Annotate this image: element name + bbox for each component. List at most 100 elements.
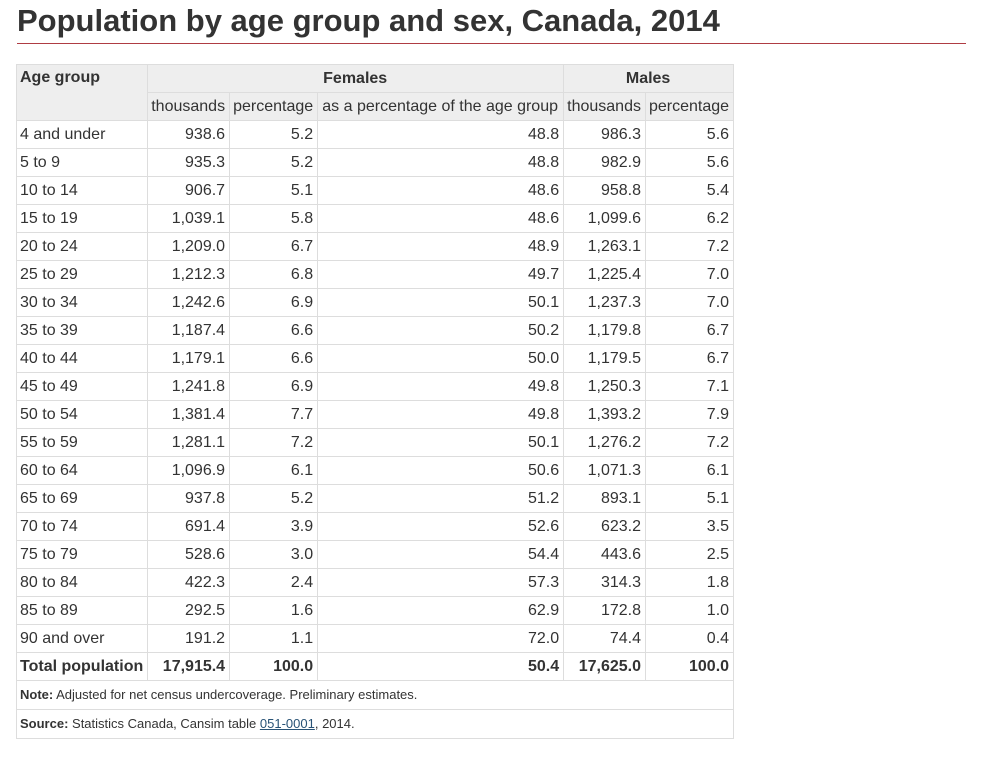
females-thousands-cell: 191.2 <box>147 624 231 653</box>
females-percentage-cell: 6.9 <box>229 372 319 401</box>
females-age-group-percentage-cell: 52.6 <box>317 512 565 541</box>
females-percentage-cell: 6.6 <box>229 316 319 345</box>
females-percentage-cell: 5.2 <box>229 484 319 513</box>
table-row: 80 to 84 422.3 2.4 57.3 314.3 1.8 <box>15 568 735 597</box>
males-percentage-cell: 6.7 <box>644 316 735 345</box>
note-row: Note: Adjusted for net census undercover… <box>15 680 735 710</box>
males-thousands-cell: 1,237.3 <box>563 288 646 317</box>
table-row: 70 to 74 691.4 3.9 52.6 623.2 3.5 <box>15 512 735 541</box>
females-age-group-percentage-cell: 54.4 <box>317 540 565 569</box>
females-age-group-percentage-cell: 72.0 <box>317 624 565 653</box>
population-table: Age group Females Males thousands percen… <box>15 64 735 739</box>
cansim-table-link[interactable]: 051-0001 <box>259 716 315 731</box>
table-row: 30 to 34 1,242.6 6.9 50.1 1,237.3 7.0 <box>15 288 735 317</box>
females-age-group-percentage-cell: 50.1 <box>317 428 565 457</box>
females-thousands-cell: 292.5 <box>147 596 231 625</box>
males-percentage-cell: 5.6 <box>644 120 735 149</box>
males-percentage-cell: 7.1 <box>644 372 735 401</box>
age-group-cell: 10 to 14 <box>15 176 149 205</box>
title-divider <box>17 43 966 44</box>
males-percentage-cell: 0.4 <box>644 624 735 653</box>
males-percentage-cell: 3.5 <box>644 512 735 541</box>
age-group-cell: 75 to 79 <box>15 540 149 569</box>
males-percentage-cell: 1.0 <box>644 596 735 625</box>
age-group-cell: 15 to 19 <box>15 204 149 233</box>
males-thousands-cell: 1,099.6 <box>563 204 646 233</box>
females-age-group-percentage-cell: 48.8 <box>317 120 565 149</box>
table-row: 75 to 79 528.6 3.0 54.4 443.6 2.5 <box>15 540 735 569</box>
table-body: 4 and under 938.6 5.2 48.8 986.3 5.6 5 to 9 935… <box>15 120 735 653</box>
females-age-group-percentage-cell: 49.8 <box>317 372 565 401</box>
page-title: Population by age group and sex, Canada,… <box>17 3 720 38</box>
table-row: 65 to 69 937.8 5.2 51.2 893.1 5.1 <box>15 484 735 513</box>
females-age-group-percentage-cell: 48.8 <box>317 148 565 177</box>
source-cell: Source: Statistics Canada, Cansim table … <box>15 709 735 739</box>
males-percentage-cell: 6.1 <box>644 456 735 485</box>
females-percentage-cell: 6.6 <box>229 344 319 373</box>
males-percentage-cell: 6.7 <box>644 344 735 373</box>
females-age-group-percentage-cell: 50.6 <box>317 456 565 485</box>
table-row: 50 to 54 1,381.4 7.7 49.8 1,393.2 7.9 <box>15 400 735 429</box>
males-thousands-cell: 1,263.1 <box>563 232 646 261</box>
age-group-cell: 80 to 84 <box>15 568 149 597</box>
females-age-group-percentage-cell: 48.6 <box>317 204 565 233</box>
males-percentage-cell: 6.2 <box>644 204 735 233</box>
females-age-group-percentage-cell: 49.7 <box>317 260 565 289</box>
males-percentage-cell: 7.9 <box>644 400 735 429</box>
females-age-group-percentage-cell: 62.9 <box>317 596 565 625</box>
males-percentage-cell: 5.6 <box>644 148 735 177</box>
females-thousands-cell: 1,381.4 <box>147 400 231 429</box>
males-thousands-cell: 958.8 <box>563 176 646 205</box>
males-percentage-cell: 7.2 <box>644 232 735 261</box>
age-group-cell: 4 and under <box>15 120 149 149</box>
females-thousands-cell: 1,209.0 <box>147 232 231 261</box>
note-label: Note: <box>20 687 54 702</box>
males-percentage-header: percentage <box>644 92 735 121</box>
males-thousands-cell: 1,179.8 <box>563 316 646 345</box>
males-thousands-cell: 74.4 <box>563 624 646 653</box>
males-thousands-cell: 314.3 <box>563 568 646 597</box>
females-percentage-cell: 1.1 <box>229 624 319 653</box>
table-row: 25 to 29 1,212.3 6.8 49.7 1,225.4 7.0 <box>15 260 735 289</box>
females-percentage-cell: 6.7 <box>229 232 319 261</box>
females-thousands-cell: 935.3 <box>147 148 231 177</box>
females-percentage-cell: 5.8 <box>229 204 319 233</box>
total-females-percentage-cell: 100.0 <box>229 652 319 681</box>
note-cell: Note: Adjusted for net census undercover… <box>15 680 735 710</box>
males-thousands-cell: 623.2 <box>563 512 646 541</box>
table-row: 10 to 14 906.7 5.1 48.6 958.8 5.4 <box>15 176 735 205</box>
females-thousands-cell: 1,242.6 <box>147 288 231 317</box>
females-percentage-cell: 1.6 <box>229 596 319 625</box>
females-age-group-percentage-cell: 51.2 <box>317 484 565 513</box>
source-row: Source: Statistics Canada, Cansim table … <box>15 709 735 739</box>
females-age-group-percentage-cell: 48.6 <box>317 176 565 205</box>
total-females-age-group-percentage-cell: 50.4 <box>317 652 565 681</box>
males-percentage-cell: 5.1 <box>644 484 735 513</box>
males-thousands-cell: 443.6 <box>563 540 646 569</box>
males-thousands-cell: 1,071.3 <box>563 456 646 485</box>
males-thousands-cell: 1,225.4 <box>563 260 646 289</box>
age-group-cell: 65 to 69 <box>15 484 149 513</box>
females-percentage-cell: 3.9 <box>229 512 319 541</box>
source-text-post: , 2014. <box>314 716 355 731</box>
source-label: Source: <box>20 716 69 731</box>
source-text-pre: Statistics Canada, Cansim table <box>68 716 260 731</box>
table-row: 35 to 39 1,187.4 6.6 50.2 1,179.8 6.7 <box>15 316 735 345</box>
table-row: 40 to 44 1,179.1 6.6 50.0 1,179.5 6.7 <box>15 344 735 373</box>
table-row: 85 to 89 292.5 1.6 62.9 172.8 1.0 <box>15 596 735 625</box>
males-percentage-cell: 5.4 <box>644 176 735 205</box>
males-percentage-cell: 1.8 <box>644 568 735 597</box>
females-thousands-cell: 938.6 <box>147 120 231 149</box>
age-group-cell: 5 to 9 <box>15 148 149 177</box>
females-thousands-cell: 1,187.4 <box>147 316 231 345</box>
males-percentage-cell: 2.5 <box>644 540 735 569</box>
females-age-group-percentage-cell: 57.3 <box>317 568 565 597</box>
age-group-cell: 20 to 24 <box>15 232 149 261</box>
total-females-thousands-cell: 17,915.4 <box>147 652 231 681</box>
females-percentage-cell: 3.0 <box>229 540 319 569</box>
males-percentage-cell: 7.0 <box>644 288 735 317</box>
females-thousands-cell: 1,281.1 <box>147 428 231 457</box>
females-thousands-cell: 422.3 <box>147 568 231 597</box>
note-text: Adjusted for net census undercoverage. P… <box>53 687 418 702</box>
females-percentage-cell: 5.2 <box>229 120 319 149</box>
